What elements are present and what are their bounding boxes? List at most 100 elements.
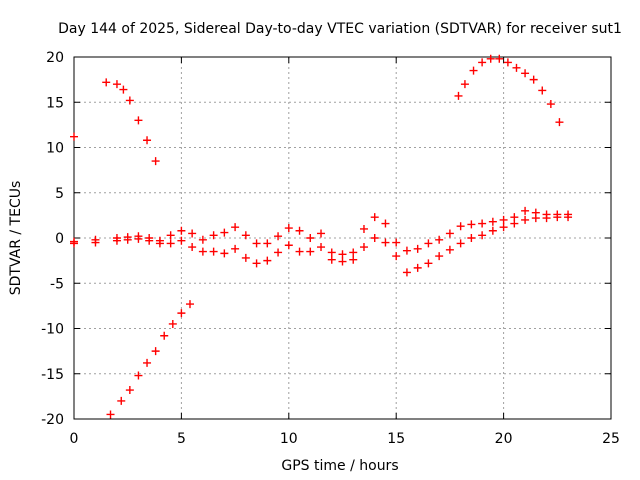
- data-point: [134, 371, 143, 380]
- x-tick-label: 20: [495, 431, 513, 447]
- data-point: [413, 244, 422, 253]
- series-layer: [70, 54, 573, 419]
- data-point: [349, 248, 358, 257]
- data-point: [359, 243, 368, 252]
- data-point: [263, 256, 272, 265]
- data-point: [359, 224, 368, 233]
- data-point: [123, 235, 132, 244]
- y-tick-label: -5: [50, 276, 64, 292]
- data-point: [478, 219, 487, 228]
- data-point: [542, 214, 551, 223]
- data-point: [125, 96, 134, 105]
- data-point: [531, 214, 540, 223]
- data-point: [263, 239, 272, 248]
- data-point: [555, 118, 564, 127]
- data-point: [198, 247, 207, 256]
- data-point: [119, 85, 128, 94]
- data-point: [413, 263, 422, 272]
- data-point: [166, 239, 175, 248]
- axis-ticks: [73, 56, 612, 420]
- series-arc-lower-left: [106, 300, 194, 419]
- data-point: [231, 244, 240, 253]
- data-point: [155, 239, 164, 248]
- data-point: [112, 236, 121, 245]
- series-arc-upper-right: [454, 54, 564, 127]
- data-point: [151, 157, 160, 166]
- data-point: [424, 239, 433, 248]
- data-point: [445, 245, 454, 254]
- data-point: [151, 347, 160, 356]
- data-point: [106, 410, 115, 419]
- data-point: [435, 252, 444, 261]
- data-point: [166, 231, 175, 240]
- data-point: [188, 243, 197, 252]
- data-point: [327, 255, 336, 264]
- data-point: [486, 54, 495, 63]
- data-point: [241, 231, 250, 240]
- y-tick-label: 10: [46, 141, 64, 157]
- data-point: [241, 253, 250, 262]
- data-point: [467, 220, 476, 229]
- data-point: [252, 259, 261, 268]
- data-point: [134, 234, 143, 243]
- data-point: [454, 91, 463, 100]
- data-point: [185, 300, 194, 309]
- data-point: [143, 136, 152, 145]
- data-point: [317, 229, 326, 238]
- data-point: [478, 58, 487, 67]
- data-point: [102, 78, 111, 87]
- data-point: [503, 58, 512, 67]
- data-point: [370, 234, 379, 242]
- y-tick-label: -20: [41, 412, 64, 428]
- chart-title: Day 144 of 2025, Sidereal Day-to-day VTE…: [58, 21, 622, 37]
- y-axis-label: SDTVAR / TECUs: [8, 181, 24, 296]
- data-point: [327, 248, 336, 257]
- series-arc-upper-left: [102, 78, 160, 166]
- data-point: [70, 239, 78, 248]
- data-point: [460, 80, 469, 89]
- x-tick-label: 5: [177, 431, 186, 447]
- data-point: [402, 268, 411, 277]
- data-point: [112, 80, 121, 89]
- x-tick-labels: 0 5 10 15 20 25: [70, 431, 620, 447]
- data-point: [521, 215, 530, 224]
- data-point: [529, 75, 538, 84]
- y-tick-label: -15: [41, 367, 64, 383]
- data-point: [306, 234, 315, 242]
- data-point: [512, 63, 521, 72]
- data-point: [478, 231, 487, 240]
- data-point: [306, 247, 315, 256]
- data-point: [445, 229, 454, 238]
- data-point: [469, 66, 478, 75]
- data-point: [402, 246, 411, 255]
- data-point: [499, 223, 508, 232]
- data-point: [284, 241, 293, 250]
- data-point: [435, 235, 444, 244]
- data-point: [317, 243, 326, 252]
- data-point: [564, 213, 573, 222]
- data-point: [349, 255, 358, 264]
- data-point: [370, 213, 379, 222]
- data-point: [220, 228, 229, 237]
- y-tick-label: 20: [46, 50, 64, 66]
- series-main-band-lower: [70, 213, 573, 277]
- data-point: [117, 396, 126, 405]
- x-tick-label: 15: [387, 431, 405, 447]
- data-point: [274, 248, 283, 257]
- data-point: [467, 234, 476, 242]
- data-point: [143, 358, 152, 367]
- data-point: [70, 132, 78, 141]
- y-tick-label: 15: [46, 95, 64, 111]
- data-point: [338, 250, 347, 259]
- data-point: [274, 232, 283, 241]
- x-axis-label: GPS time / hours: [281, 458, 398, 474]
- x-tick-label: 10: [280, 431, 298, 447]
- data-point: [488, 217, 497, 226]
- data-point: [125, 386, 134, 395]
- data-point: [177, 226, 186, 235]
- data-point: [198, 235, 207, 244]
- data-point: [134, 116, 143, 125]
- data-point: [424, 259, 433, 268]
- data-point: [521, 69, 530, 78]
- data-point: [510, 219, 519, 228]
